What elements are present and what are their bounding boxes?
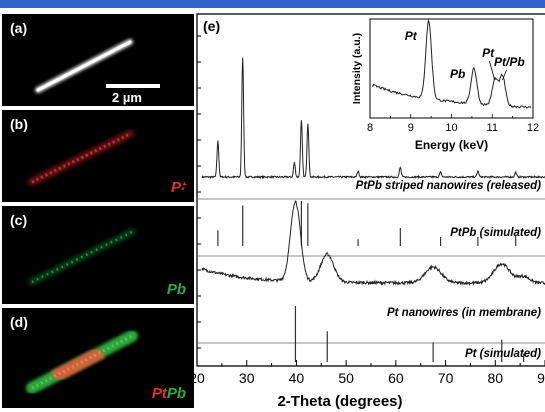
panel-e-label: (e) bbox=[203, 18, 220, 34]
panel-d-overlay-map: (d) PtPb bbox=[2, 308, 194, 408]
overlay-map-image bbox=[26, 330, 138, 394]
x-tick-label: 60 bbox=[388, 370, 404, 386]
series-label: Pt nanowires (in membrane) bbox=[387, 307, 541, 319]
inset-x-axis-label: Energy (keV) bbox=[415, 138, 488, 152]
x-tick-label: 80 bbox=[487, 370, 503, 386]
x-tick-label: 9 bbox=[537, 370, 545, 386]
x-tick-label: 40 bbox=[289, 370, 305, 386]
panel-a-sem-image: (a) 2 µm bbox=[2, 14, 194, 106]
series-label: PtPb (simulated) bbox=[450, 227, 541, 239]
panel-c-pb-map: (c) Pb bbox=[2, 206, 194, 304]
panel-b-label: (b) bbox=[10, 116, 28, 132]
pb-element-label: Pb bbox=[166, 281, 186, 298]
pb-map-image bbox=[28, 228, 136, 286]
pt-map-image bbox=[28, 130, 134, 186]
scale-bar bbox=[106, 84, 160, 88]
plot-frame bbox=[196, 13, 545, 367]
inset-x-tick-label: 10 bbox=[445, 122, 457, 134]
inset-peak-label: Pt/Pb bbox=[494, 55, 525, 69]
panel-c-label: (c) bbox=[10, 212, 28, 228]
inset-peak-label: Pb bbox=[450, 67, 465, 81]
pt-element-label: Pt bbox=[171, 179, 186, 196]
scale-bar-label: 2 µm bbox=[112, 90, 142, 105]
eds-spectrum-line bbox=[371, 19, 532, 109]
x-tick-label: 70 bbox=[438, 370, 454, 386]
inset-x-tick-label: 11 bbox=[487, 122, 498, 134]
inset-peak-label: Pt bbox=[405, 29, 418, 43]
x-tick-label: 50 bbox=[338, 370, 354, 386]
nanowire-sem bbox=[35, 39, 160, 93]
panel-a-label: (a) bbox=[10, 20, 28, 36]
inset-y-axis-label: Intensity (a.u.) bbox=[351, 33, 363, 104]
series-label: Pt (simulated) bbox=[465, 348, 541, 360]
overlay-element-label: PtPb bbox=[152, 385, 186, 402]
overlay-pb-label: Pb bbox=[166, 385, 186, 402]
inset-peak-pointer bbox=[489, 60, 496, 81]
x-axis-label: 2-Theta (degrees) bbox=[277, 393, 402, 410]
pattern-pt-membrane-line bbox=[201, 200, 545, 287]
inset-peak-pointer bbox=[502, 69, 507, 81]
inset-peak-label: Pt bbox=[482, 46, 495, 60]
panel-d-label: (d) bbox=[10, 314, 28, 330]
top-border bbox=[0, 0, 545, 8]
x-tick-label: 30 bbox=[239, 370, 255, 386]
series-label: PtPb striped nanowires (released) bbox=[356, 180, 542, 192]
y-axis-label: Intensity (arb. units) bbox=[176, 124, 193, 267]
inset-x-tick-label: 8 bbox=[367, 122, 373, 134]
x-tick-label: 20 bbox=[189, 370, 205, 386]
inset-x-tick-label: 12 bbox=[527, 122, 539, 134]
panel-b-pt-map: (b) Pt bbox=[2, 110, 194, 202]
overlay-pt-label: Pt bbox=[151, 385, 167, 402]
pattern-ptpb-released-line bbox=[201, 57, 545, 180]
inset-x-tick-label: 9 bbox=[408, 122, 414, 134]
